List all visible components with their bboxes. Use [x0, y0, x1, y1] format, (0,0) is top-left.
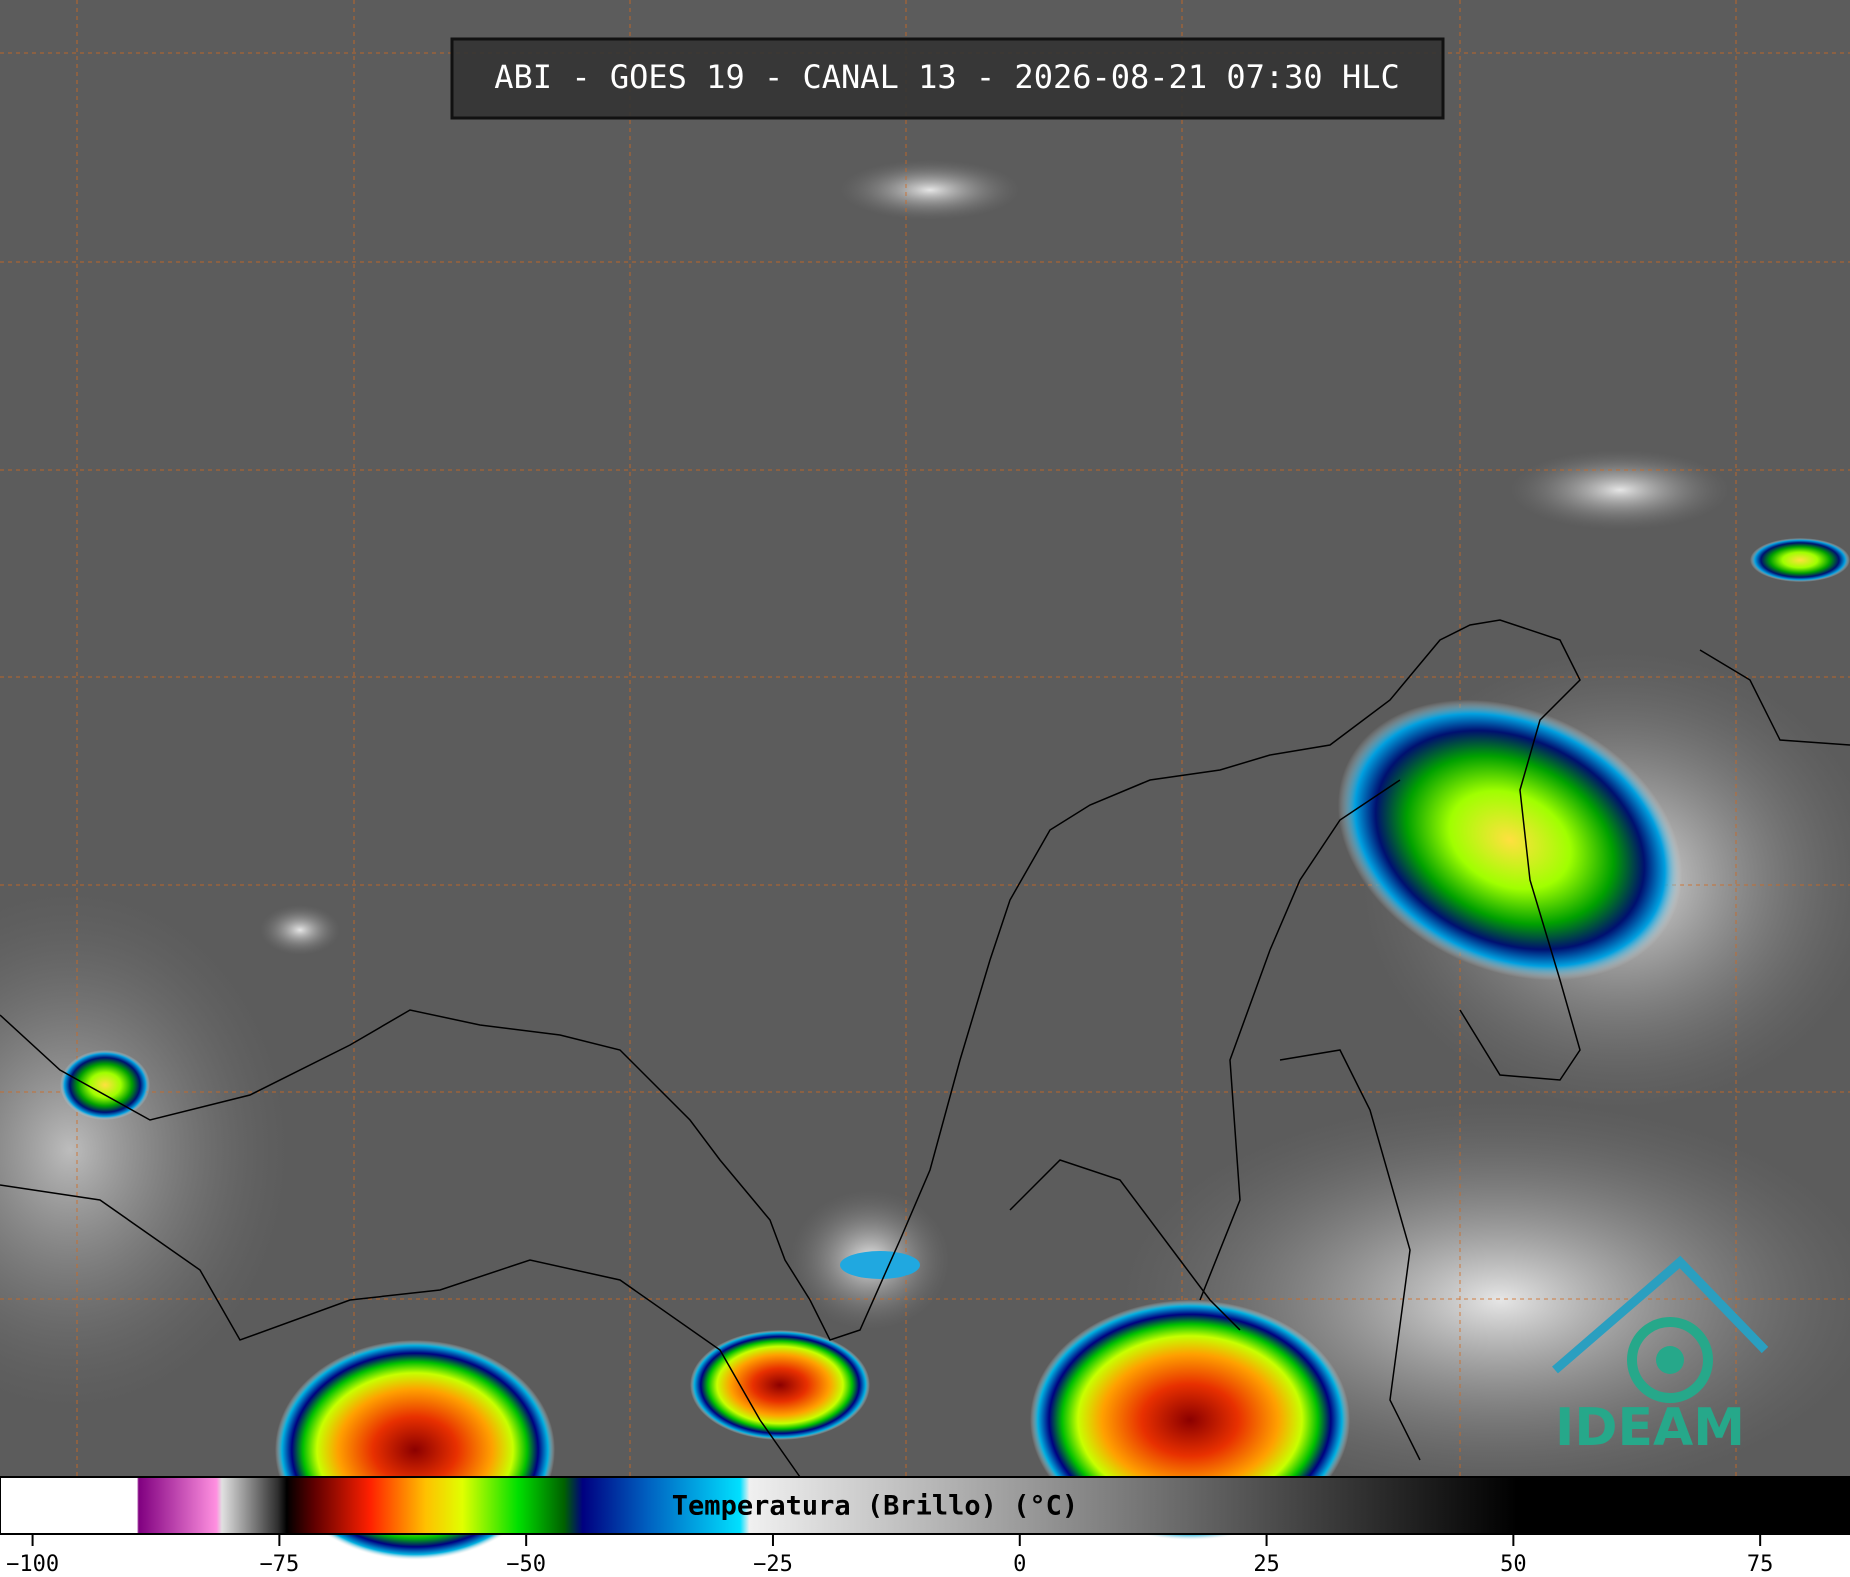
colorbar — [0, 1476, 1850, 1535]
tick-label: −50 — [506, 1552, 546, 1577]
title-box — [450, 37, 1445, 120]
tick-label: 50 — [1500, 1552, 1527, 1577]
tick-label: 75 — [1747, 1552, 1774, 1577]
tick-label: 25 — [1253, 1552, 1280, 1577]
colorbar-label: Temperatura (Brillo) (°C) — [672, 1491, 1078, 1522]
logo: IDEAM — [1552, 1255, 1769, 1458]
title: ABI - GOES 19 - CANAL 13 - 2026-08-21 07… — [494, 58, 1399, 96]
tick-label: −100 — [6, 1552, 59, 1577]
tick-label: −75 — [260, 1552, 300, 1577]
tick-label: −25 — [753, 1552, 793, 1577]
colorbar-ticks: −100 −75 −50 −25 0 25 50 75 — [6, 1534, 1773, 1577]
coastlines — [0, 619, 1850, 1478]
logo-text: IDEAM — [1555, 1398, 1745, 1458]
tick-label: 0 — [1013, 1552, 1026, 1577]
